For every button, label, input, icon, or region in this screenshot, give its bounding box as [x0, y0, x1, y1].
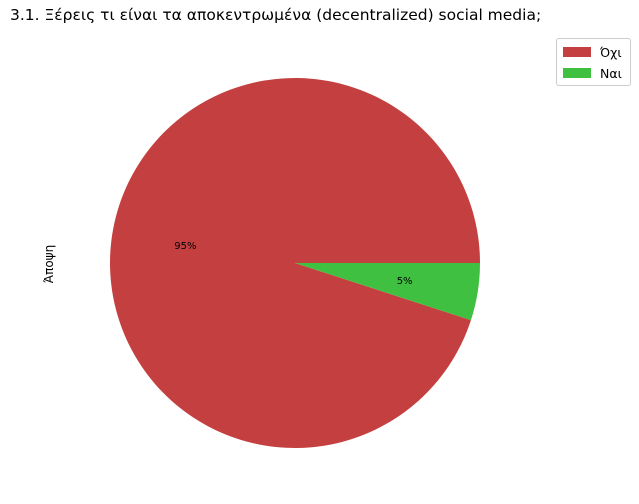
pct-label-ochi: 95% — [174, 241, 196, 252]
pie-slice-ochi — [110, 77, 480, 448]
legend-label-nai: Ναι — [600, 65, 622, 81]
legend: Όχι Ναι — [556, 38, 631, 86]
legend-item-ochi: Όχι — [563, 44, 622, 60]
legend-item-nai: Ναι — [563, 65, 622, 81]
legend-swatch-nai — [563, 68, 591, 78]
legend-swatch-ochi — [563, 47, 591, 57]
chart-title: 3.1. Ξέρεις τι είναι τα αποκεντρωμένα (d… — [10, 6, 542, 24]
pie-slice-nai — [295, 263, 480, 321]
legend-label-ochi: Όχι — [600, 44, 622, 60]
pct-label-nai: 5% — [397, 276, 413, 287]
